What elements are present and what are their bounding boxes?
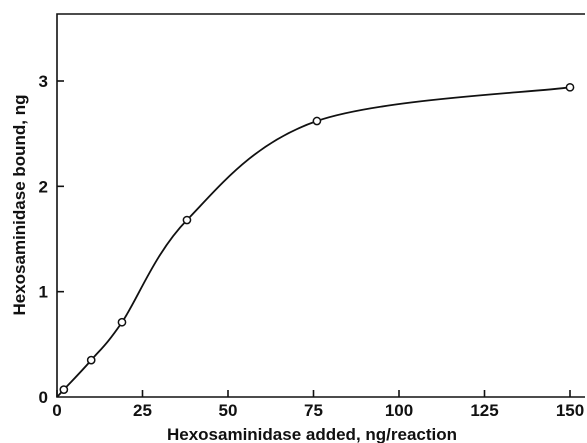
x-tick-label: 100 <box>385 401 413 420</box>
x-tick-label: 150 <box>556 401 584 420</box>
y-axis-title: Hexosaminidase bound, ng <box>10 94 29 315</box>
data-point <box>59 385 69 394</box>
data-point <box>182 215 192 225</box>
data-point <box>565 82 575 92</box>
x-tick-label: 125 <box>470 401 498 420</box>
plot-frame <box>56 13 585 398</box>
y-tick-label: 1 <box>39 283 48 302</box>
series-layer <box>56 82 575 398</box>
x-tick-label: 50 <box>219 401 238 420</box>
x-tick-label: 25 <box>133 401 152 420</box>
series-line <box>56 86 571 398</box>
y-tick-label: 0 <box>39 388 48 407</box>
ticks: 0 25 50 75 100 125 150 0 1 2 3 <box>39 72 585 420</box>
axes <box>56 13 585 398</box>
y-tick-label: 3 <box>39 72 48 91</box>
y-tick-label: 2 <box>39 177 48 196</box>
data-point <box>312 116 322 126</box>
data-point <box>86 355 96 365</box>
data-point <box>117 317 127 327</box>
x-axis-title: Hexosaminidase added, ng/reaction <box>167 425 457 443</box>
x-tick-label: 75 <box>304 401 323 420</box>
x-tick-label: 0 <box>52 401 61 420</box>
